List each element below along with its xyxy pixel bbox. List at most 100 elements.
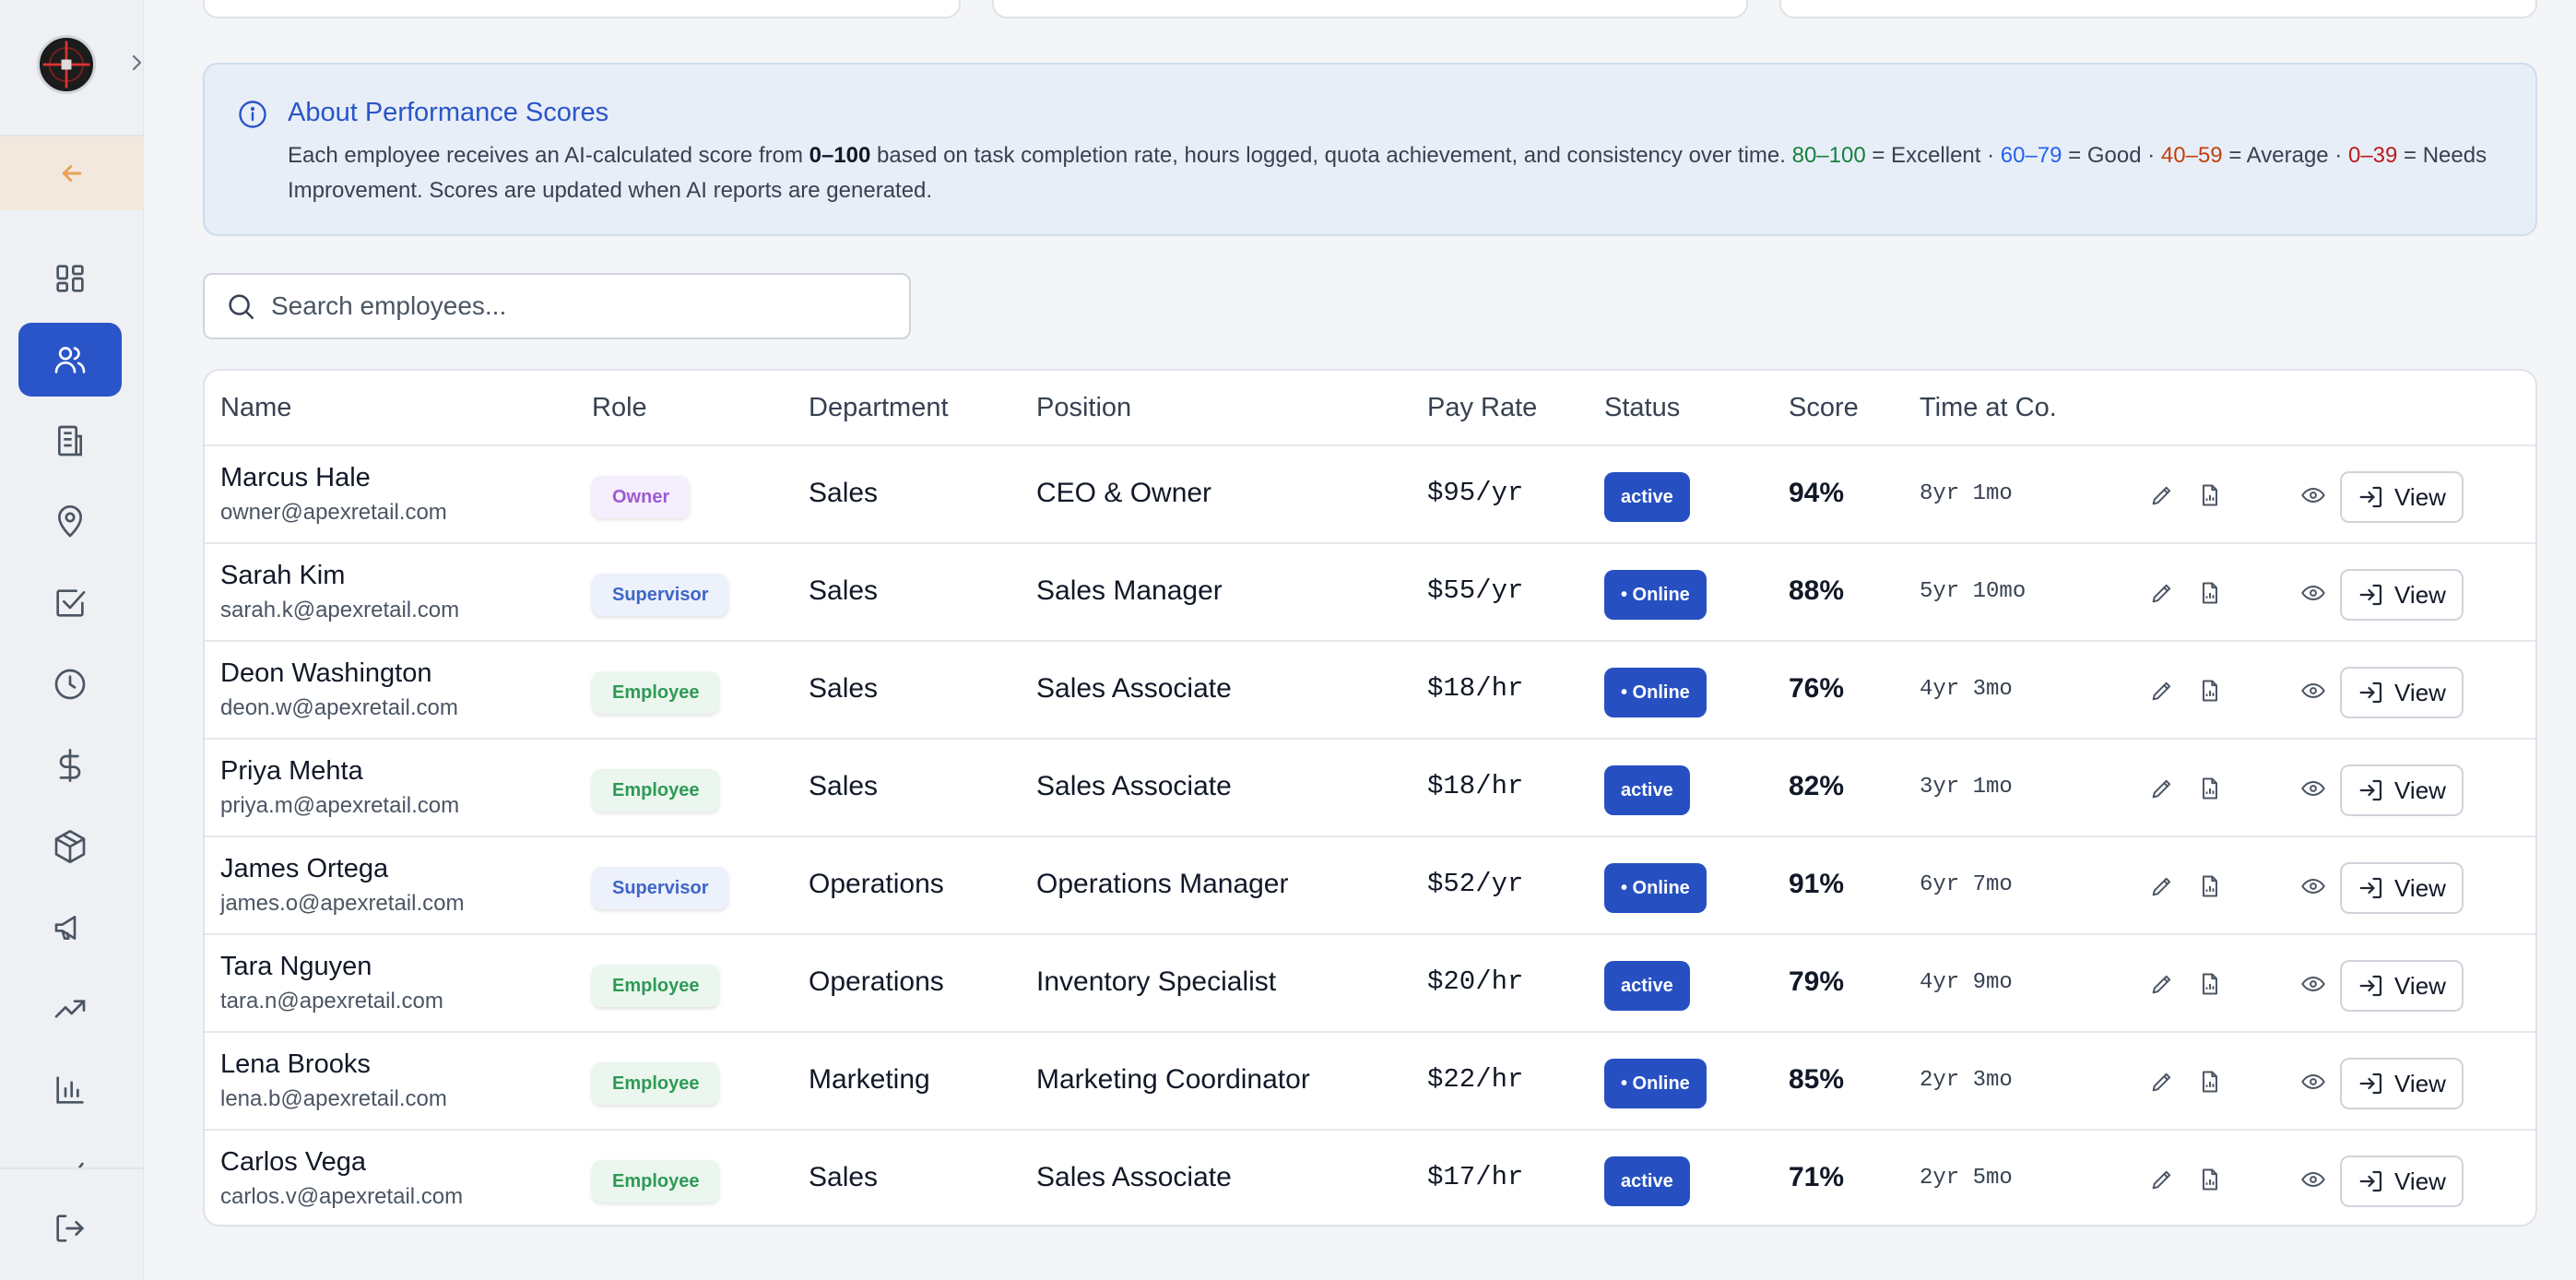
view-label: View [2394,971,2446,1000]
view-button[interactable]: View [2340,667,2464,718]
nav-locations[interactable] [18,404,122,478]
preview-button[interactable] [2298,1164,2329,1195]
dollar-icon [59,749,81,782]
column-role[interactable]: Role [592,393,647,422]
preview-button[interactable] [2298,968,2329,1000]
nav-map[interactable] [18,485,122,559]
preview-button[interactable] [2298,577,2329,609]
report-button[interactable] [2194,968,2226,1000]
edit-button[interactable] [2146,1164,2178,1195]
eye-icon [2301,879,2325,894]
nav-time[interactable] [18,647,122,721]
column-name[interactable]: Name [220,393,292,422]
preview-button[interactable] [2298,871,2329,902]
report-button[interactable] [2194,577,2226,609]
search-input[interactable] [271,291,898,321]
employee-email: lena.b@apexretail.com [220,1086,447,1111]
performance-score: 71% [1789,1162,1845,1192]
status-badge: active [1604,1156,1690,1206]
nav-marketing[interactable] [18,891,122,965]
table-row[interactable]: Priya Mehta priya.m@apexretail.com Emplo… [205,740,2535,837]
view-button[interactable]: View [2340,1058,2464,1109]
nav-reports[interactable] [18,1053,122,1127]
search-box[interactable] [203,273,911,339]
nav-tasks[interactable] [18,566,122,640]
report-button[interactable] [2194,773,2226,804]
column-pay-rate[interactable]: Pay Rate [1427,393,1538,422]
login-icon [2359,975,2382,997]
file-report-icon [2203,973,2217,995]
info-title: About Performance Scores [288,98,609,127]
chevron-right-icon[interactable] [125,52,148,74]
edit-button[interactable] [2146,577,2178,609]
table-row[interactable]: Lena Brooks lena.b@apexretail.com Employ… [205,1033,2535,1131]
employee-email: priya.m@apexretail.com [220,793,460,818]
position: Sales Associate [1036,673,1232,704]
view-button[interactable]: View [2340,764,2464,816]
position: Operations Manager [1036,869,1289,899]
edit-button[interactable] [2146,871,2178,902]
table-row[interactable]: Marcus Hale owner@apexretail.com Owner S… [205,446,2535,544]
column-position[interactable]: Position [1036,393,1132,422]
edit-button[interactable] [2146,675,2178,706]
column-status[interactable]: Status [1604,393,1681,422]
edit-button[interactable] [2146,1066,2178,1097]
pay-rate: $20/hr [1427,966,1524,997]
role-badge: Employee [592,965,720,1007]
nav-more[interactable] [18,1134,122,1169]
report-button[interactable] [2194,871,2226,902]
view-button[interactable]: View [2340,569,2464,621]
performance-score: 76% [1789,673,1845,704]
table-row[interactable]: Carlos Vega carlos.v@apexretail.com Empl… [205,1131,2535,1225]
role-badge: Employee [592,769,720,812]
nav-payroll[interactable] [18,729,122,802]
status-badge: • Online [1604,668,1707,717]
column-time-at-co[interactable]: Time at Co. [1920,393,2057,422]
view-button[interactable]: View [2340,471,2464,523]
role-badge: Employee [592,671,720,714]
department: Marketing [809,1064,930,1095]
view-label: View [2394,678,2446,706]
nav-inventory[interactable] [18,810,122,883]
edit-button[interactable] [2146,480,2178,511]
pencil-icon [2152,779,2171,799]
view-button[interactable]: View [2340,960,2464,1012]
status-badge: • Online [1604,863,1707,913]
edit-button[interactable] [2146,773,2178,804]
report-button[interactable] [2194,480,2226,511]
employee-name: Priya Mehta [220,756,363,786]
eye-icon [2301,1074,2325,1089]
view-button[interactable]: View [2340,1156,2464,1207]
position: CEO & Owner [1036,478,1212,508]
map-pin-icon [57,505,83,538]
table-row[interactable]: James Ortega james.o@apexretail.com Supe… [205,837,2535,935]
preview-button[interactable] [2298,1066,2329,1097]
preview-button[interactable] [2298,480,2329,511]
table-row[interactable]: Deon Washington deon.w@apexretail.com Em… [205,642,2535,740]
nav-employees[interactable] [18,323,122,397]
report-button[interactable] [2194,675,2226,706]
performance-info-box: About Performance Scores Each employee r… [203,63,2537,236]
report-button[interactable] [2194,1066,2226,1097]
table-row[interactable]: Tara Nguyen tara.n@apexretail.com Employ… [205,935,2535,1033]
back-button[interactable] [0,136,144,210]
edit-button[interactable] [2146,968,2178,1000]
preview-button[interactable] [2298,675,2329,706]
nav-dashboard[interactable] [18,242,122,315]
logout-button[interactable] [18,1191,122,1265]
column-score[interactable]: Score [1789,393,1859,422]
file-report-icon [2203,777,2217,800]
preview-button[interactable] [2298,773,2329,804]
department: Sales [809,1162,879,1192]
position: Marketing Coordinator [1036,1064,1310,1095]
file-report-icon [2203,1071,2217,1093]
employee-name: Deon Washington [220,658,432,688]
nav-performance[interactable] [18,972,122,1046]
view-button[interactable]: View [2340,862,2464,914]
report-button[interactable] [2194,1164,2226,1195]
time-at-company: 5yr 10mo [1920,579,2027,604]
company-logo[interactable] [37,35,96,94]
column-department[interactable]: Department [809,393,949,422]
file-report-icon [2203,484,2217,506]
table-row[interactable]: Sarah Kim sarah.k@apexretail.com Supervi… [205,544,2535,642]
